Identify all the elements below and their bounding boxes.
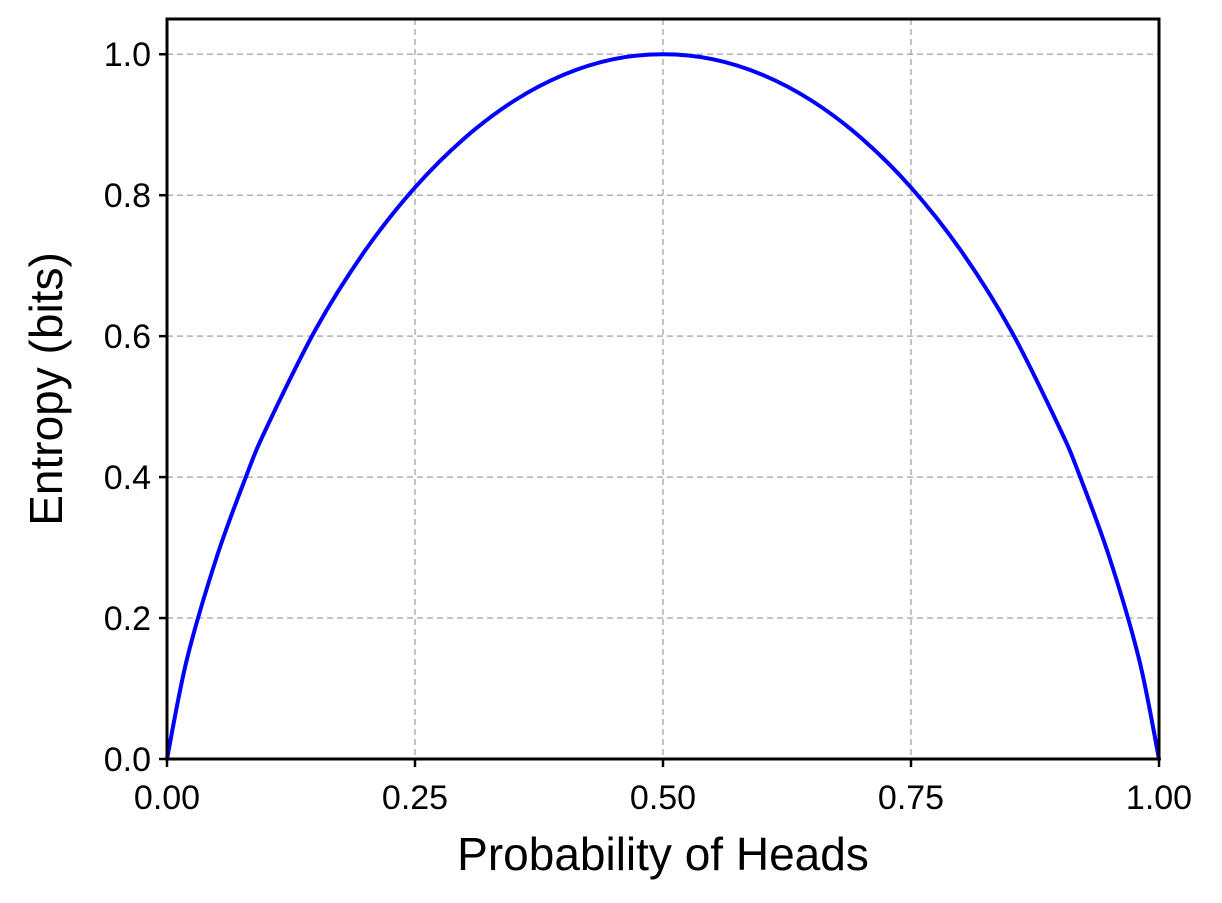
- y-tick-label: 0.0: [104, 741, 151, 779]
- x-tick-label: 0.00: [134, 779, 200, 817]
- x-tick-label: 0.50: [630, 779, 696, 817]
- x-tick-label: 1.00: [1126, 779, 1192, 817]
- x-tick-label: 0.75: [878, 779, 944, 817]
- y-tick-label: 0.6: [104, 318, 151, 356]
- y-axis-label: Entropy (bits): [20, 252, 72, 526]
- x-axis-label: Probability of Heads: [457, 828, 869, 880]
- entropy-curve: [165, 52, 1161, 761]
- y-tick-label: 1.0: [104, 36, 151, 74]
- axis-ticks: 0.00 0.25 0.50 0.75 1.00 0.0 0.2 0.4 0.6 0.8 1.0: [104, 36, 1192, 817]
- y-tick-label: 0.4: [104, 459, 151, 497]
- y-tick-label: 0.2: [104, 600, 151, 638]
- series-layer: [165, 52, 1161, 761]
- grid: [166, 19, 1160, 760]
- y-tick-label: 0.8: [104, 177, 151, 215]
- x-tick-label: 0.25: [382, 779, 448, 817]
